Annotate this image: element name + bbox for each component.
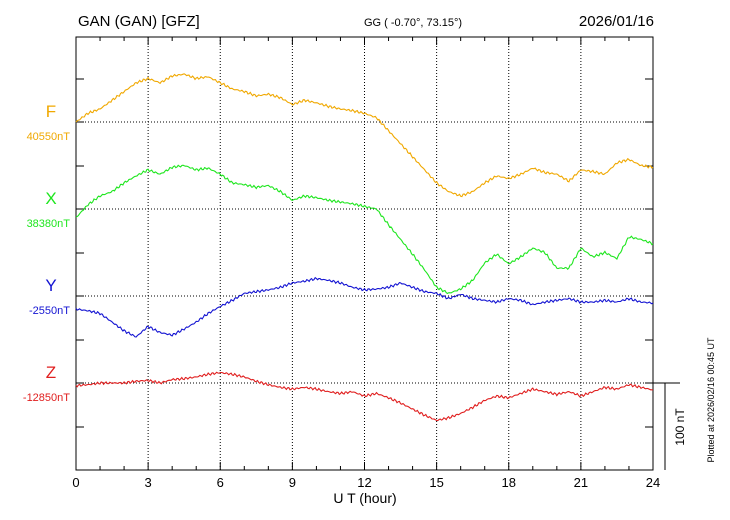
x-tick-label-6: 6 xyxy=(217,475,224,490)
x-tick-label-24: 24 xyxy=(646,475,660,490)
x-tick-label-9: 9 xyxy=(289,475,296,490)
legend-label-X: X xyxy=(45,189,56,208)
x-tick-label-21: 21 xyxy=(574,475,588,490)
x-tick-label-3: 3 xyxy=(145,475,152,490)
baseline-label-Z: -12850nT xyxy=(23,392,70,404)
legend-label-F: F xyxy=(46,102,56,121)
series-line-X xyxy=(75,164,654,295)
grid xyxy=(76,37,653,470)
plotted-note: Plotted at 2026/02/16 00:45 UT xyxy=(706,337,716,463)
x-tick-label-15: 15 xyxy=(429,475,443,490)
scale-bar-label: 100 nT xyxy=(673,408,687,446)
series-line-Z xyxy=(75,371,654,422)
x-axis: 0 3 6 9 12 15 18 21 24 xyxy=(72,37,660,490)
x-tick-label-0: 0 xyxy=(72,475,79,490)
component-labels: F 40550nT X 38380nT Y -2550nT Z -12850nT xyxy=(23,102,70,404)
baseline-label-Y: -2550nT xyxy=(29,305,70,317)
baseline-label-X: 38380nT xyxy=(27,218,71,230)
chart-date: 2026/01/16 xyxy=(579,13,654,30)
x-tick-label-12: 12 xyxy=(357,475,371,490)
x-tick-label-18: 18 xyxy=(502,475,516,490)
baseline-label-F: 40550nT xyxy=(27,131,71,143)
series-line-Y xyxy=(75,276,654,338)
series-line-F xyxy=(75,73,654,198)
legend-label-Z: Z xyxy=(46,363,56,382)
station-coords: GG ( -0.70°, 73.15°) xyxy=(364,17,462,29)
series-group xyxy=(75,73,654,422)
station-title: GAN (GAN) [GFZ] xyxy=(78,13,200,30)
scale-bar: 100 nT xyxy=(653,382,687,470)
legend-label-Y: Y xyxy=(45,276,56,295)
x-axis-label: U T (hour) xyxy=(333,490,396,506)
